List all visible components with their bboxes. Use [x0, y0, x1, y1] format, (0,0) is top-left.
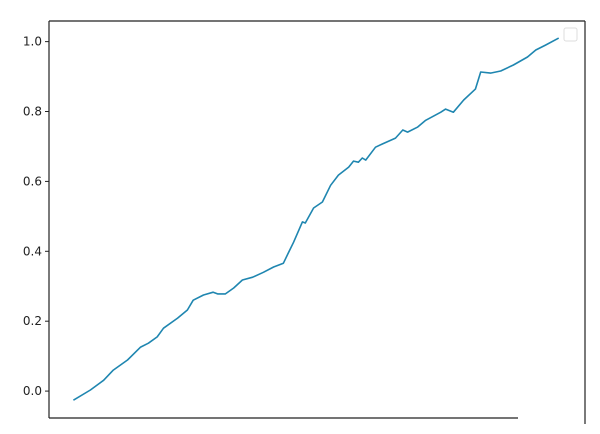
y-tick-label: 0.2: [23, 314, 42, 328]
y-tick-label: 1.0: [23, 35, 42, 49]
legend-box: [563, 27, 578, 42]
y-tick-label: 0.4: [23, 244, 42, 258]
y-tick-label: 0.0: [23, 384, 42, 398]
y-tick-label: 0.8: [23, 105, 42, 119]
series-lines: [72, 37, 560, 401]
y-tick-label: 0.6: [23, 174, 42, 188]
y-ticks: 0.0 0.2 0.4 0.6 0.8 1.0: [23, 35, 49, 398]
series-line-0: [72, 37, 560, 401]
axes: [48, 20, 586, 424]
